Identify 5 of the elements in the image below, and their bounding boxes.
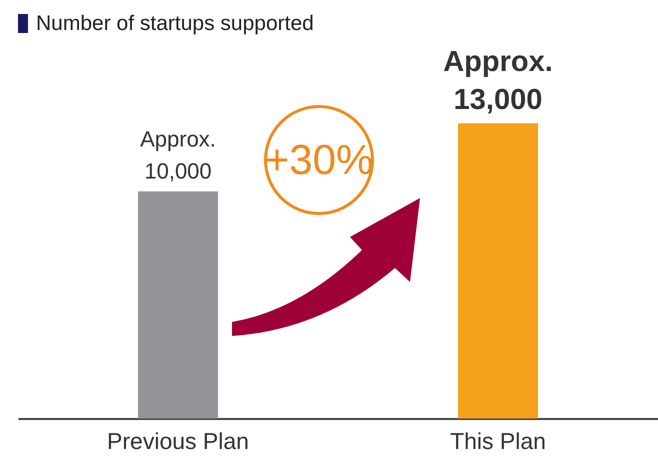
x-tick-label: Previous Plan: [107, 428, 249, 454]
data-label: Approx. 13,000: [443, 46, 553, 116]
chart-title: Number of startups supported: [36, 12, 314, 35]
x-tick-label: This Plan: [450, 428, 546, 454]
data-label: Approx. 10,000: [140, 126, 216, 184]
